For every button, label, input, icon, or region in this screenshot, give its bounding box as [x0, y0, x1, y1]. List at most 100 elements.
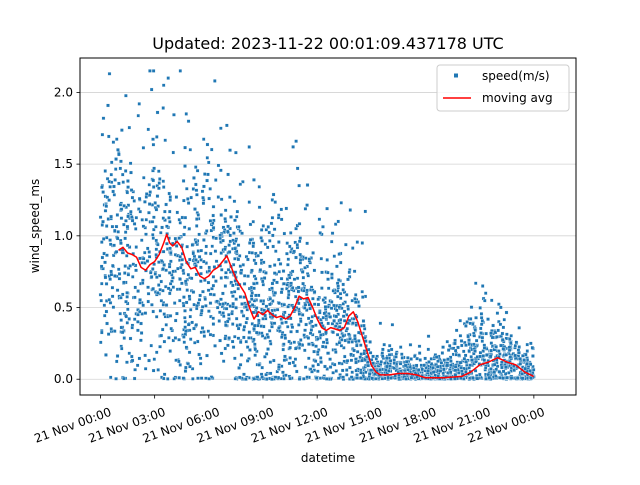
scatter-point	[122, 222, 126, 227]
scatter-point	[340, 338, 344, 342]
scatter-point	[168, 281, 173, 286]
scatter-point	[498, 322, 503, 327]
scatter-point	[307, 257, 312, 261]
scatter-point	[128, 336, 133, 341]
scatter-point	[326, 286, 331, 291]
scatter-point	[500, 365, 504, 370]
scatter-point	[205, 142, 210, 147]
scatter-point	[480, 319, 485, 323]
scatter-point	[126, 214, 130, 219]
scatter-point	[139, 321, 143, 326]
scatter-point	[177, 375, 181, 380]
scatter-point	[518, 356, 522, 361]
scatter-point	[504, 336, 509, 341]
scatter-point	[298, 236, 303, 240]
scatter-point	[310, 369, 314, 374]
scatter-point	[191, 251, 196, 256]
scatter-point	[188, 337, 193, 341]
scatter-point	[217, 319, 221, 323]
scatter-point	[210, 286, 214, 291]
scatter-point	[233, 356, 237, 361]
scatter-point	[518, 362, 523, 366]
scatter-point	[400, 356, 404, 360]
scatter-point	[482, 358, 487, 362]
scatter-point	[261, 282, 266, 287]
scatter-point	[181, 376, 186, 380]
scatter-point	[311, 364, 315, 368]
scatter-point	[252, 326, 256, 331]
scatter-point	[287, 275, 292, 280]
scatter-point	[263, 355, 267, 359]
scatter-point	[160, 327, 165, 332]
scatter-point	[236, 326, 241, 331]
scatter-point	[214, 178, 218, 182]
scatter-point	[218, 338, 222, 343]
scatter-point	[371, 354, 375, 359]
scatter-point	[228, 233, 232, 238]
scatter-point	[292, 277, 297, 281]
scatter-point	[345, 293, 349, 297]
scatter-point	[284, 206, 289, 211]
scatter-point	[205, 353, 209, 358]
scatter-point	[409, 375, 414, 380]
scatter-point	[223, 284, 228, 288]
scatter-point	[226, 172, 230, 177]
scatter-point	[251, 244, 255, 249]
scatter-point	[351, 321, 355, 325]
scatter-point	[125, 243, 130, 248]
scatter-point	[186, 201, 191, 205]
scatter-point	[308, 331, 313, 336]
scatter-point	[483, 298, 487, 303]
scatter-point	[151, 185, 156, 189]
scatter-point	[159, 333, 164, 338]
scatter-point	[139, 338, 143, 343]
scatter-point	[352, 317, 356, 321]
scatter-point	[499, 343, 504, 348]
scatter-point	[360, 289, 364, 294]
scatter-point	[487, 375, 492, 380]
scatter-point	[155, 110, 160, 115]
scatter-point	[332, 254, 337, 258]
scatter-point	[464, 370, 468, 374]
scatter-point	[238, 229, 242, 233]
scatter-point	[479, 331, 483, 335]
scatter-point	[127, 317, 131, 321]
scatter-point	[147, 202, 152, 206]
scatter-point	[332, 303, 336, 308]
scatter-point	[162, 263, 166, 267]
scatter-point	[186, 272, 191, 277]
scatter-point	[262, 308, 266, 313]
scatter-point	[229, 280, 234, 285]
scatter-point	[228, 226, 232, 231]
scatter-point	[145, 246, 150, 251]
scatter-point	[505, 332, 509, 337]
scatter-point	[270, 324, 274, 329]
scatter-point	[529, 341, 533, 346]
scatter-point	[465, 320, 469, 324]
scatter-point	[257, 363, 261, 367]
scatter-point	[211, 322, 216, 326]
scatter-point	[187, 226, 192, 231]
scatter-point	[285, 283, 289, 287]
scatter-point	[193, 341, 197, 345]
scatter-point	[351, 246, 355, 250]
scatter-point	[168, 246, 172, 251]
scatter-point	[494, 367, 498, 372]
scatter-point	[191, 290, 196, 294]
scatter-point	[508, 340, 513, 345]
scatter-point	[208, 187, 212, 191]
scatter-point	[520, 372, 524, 376]
scatter-point	[167, 216, 171, 220]
scatter-point	[204, 244, 209, 249]
scatter-point	[102, 303, 107, 308]
scatter-point	[353, 297, 357, 301]
scatter-point	[148, 69, 152, 73]
scatter-point	[171, 150, 176, 155]
scatter-point	[517, 350, 521, 355]
scatter-point	[305, 308, 309, 312]
scatter-point	[354, 323, 358, 327]
scatter-point	[255, 375, 260, 379]
scatter-point	[296, 289, 301, 294]
scatter-point	[488, 354, 493, 359]
scatter-point	[201, 201, 206, 206]
